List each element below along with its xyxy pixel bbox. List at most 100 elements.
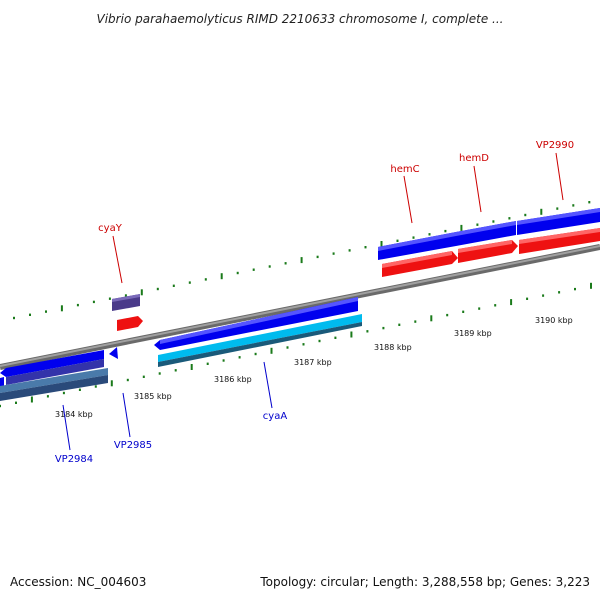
gene-label-hemC[interactable]: hemC bbox=[390, 164, 419, 175]
minor-tick bbox=[478, 307, 481, 310]
gene-hemD-reverse[interactable] bbox=[458, 240, 518, 263]
major-tick bbox=[430, 315, 433, 322]
major-tick bbox=[30, 396, 33, 403]
minor-tick bbox=[13, 316, 15, 320]
minor-tick bbox=[188, 281, 191, 284]
gene-cyaA[interactable] bbox=[158, 314, 362, 362]
major-tick bbox=[110, 380, 113, 387]
minor-tick bbox=[492, 220, 495, 223]
minor-tick bbox=[94, 385, 97, 388]
scale-tick-labels: 3184 kbp 3185 kbp 3186 kbp 3187 kbp 3188… bbox=[55, 316, 573, 419]
minor-tick bbox=[588, 201, 591, 204]
minor-tick bbox=[414, 320, 417, 323]
minor-tick bbox=[366, 330, 369, 333]
minor-tick bbox=[76, 303, 79, 307]
minor-tick bbox=[284, 262, 287, 265]
upper-dotted-track bbox=[13, 201, 591, 320]
minor-tick bbox=[222, 359, 225, 362]
minor-tick bbox=[542, 294, 545, 297]
gene-cyaY-purple-top bbox=[112, 294, 140, 302]
minor-tick bbox=[558, 291, 561, 294]
minor-tick bbox=[236, 271, 239, 275]
minor-tick bbox=[556, 207, 559, 210]
minor-tick bbox=[398, 323, 401, 326]
major-tick bbox=[140, 289, 143, 296]
major-tick bbox=[460, 224, 463, 231]
minor-tick bbox=[0, 404, 1, 408]
chromosome-backbone bbox=[0, 244, 600, 370]
gene-hemD-reverse-shine bbox=[458, 240, 512, 253]
minor-tick bbox=[126, 378, 129, 382]
minor-tick bbox=[396, 239, 399, 242]
minor-tick bbox=[334, 336, 337, 339]
gene-hemC-reverse-shine bbox=[382, 251, 452, 268]
gene-cyaA-shadow bbox=[158, 322, 362, 367]
minor-tick bbox=[446, 313, 449, 317]
gene-label-leaders bbox=[62, 152, 564, 451]
minor-tick bbox=[268, 265, 271, 268]
gene-VP2985-small[interactable] bbox=[109, 347, 118, 359]
gene-VP2984-steel[interactable] bbox=[0, 368, 108, 393]
minor-tick bbox=[46, 395, 49, 398]
major-tick bbox=[590, 282, 592, 289]
genome-summary-text: Topology: circular; Length: 3,288,558 bp… bbox=[259, 575, 590, 589]
gene-VP2990-forward-shine bbox=[517, 208, 600, 225]
minor-tick bbox=[508, 217, 511, 220]
minor-tick bbox=[316, 255, 319, 259]
minor-tick bbox=[174, 369, 177, 372]
minor-tick bbox=[238, 356, 241, 359]
tick-label-3189: 3189 kbp bbox=[454, 329, 492, 338]
major-tick bbox=[540, 208, 543, 215]
major-tick bbox=[300, 257, 303, 264]
gene-label-cyaA[interactable]: cyaA bbox=[263, 411, 288, 422]
gene-label-VP2985[interactable]: VP2985 bbox=[114, 440, 152, 451]
minor-tick bbox=[382, 326, 385, 330]
minor-tick bbox=[572, 204, 575, 207]
tick-label-3190: 3190 kbp bbox=[535, 316, 573, 325]
minor-tick bbox=[364, 246, 367, 249]
gene-label-VP2990[interactable]: VP2990 bbox=[536, 140, 574, 151]
gene-hemC-reverse[interactable] bbox=[382, 251, 458, 277]
major-tick bbox=[510, 299, 513, 306]
gene-label-hemD[interactable]: hemD bbox=[459, 153, 489, 164]
minor-tick bbox=[524, 213, 527, 217]
gene-VP2990-reverse-shine bbox=[519, 228, 600, 244]
minor-tick bbox=[15, 401, 17, 404]
page-title: Vibrio parahaemolyticus RIMD 2210633 chr… bbox=[97, 12, 504, 26]
minor-tick bbox=[286, 346, 289, 349]
major-tick bbox=[220, 273, 223, 280]
gene-left-edge-forward[interactable] bbox=[0, 377, 4, 387]
minor-tick bbox=[444, 229, 447, 233]
minor-tick bbox=[462, 310, 465, 313]
minor-tick bbox=[172, 284, 175, 287]
minor-tick bbox=[302, 343, 305, 346]
tick-label-3184: 3184 kbp bbox=[55, 410, 93, 419]
gene-hemD-forward-shine bbox=[456, 221, 516, 236]
minor-tick bbox=[332, 252, 335, 255]
gene-label-cyaY[interactable]: cyaY bbox=[98, 223, 123, 234]
gene-VP2984-forward[interactable] bbox=[0, 350, 104, 377]
major-tick bbox=[380, 241, 383, 247]
minor-tick bbox=[156, 287, 159, 291]
minor-tick bbox=[62, 391, 65, 395]
lower-dotted-track bbox=[0, 282, 592, 408]
minor-tick bbox=[92, 300, 95, 304]
major-tick bbox=[350, 331, 353, 338]
minor-tick bbox=[204, 278, 207, 281]
gene-forward-middle-shine bbox=[160, 297, 358, 344]
minor-tick bbox=[29, 313, 31, 316]
gene-features bbox=[0, 208, 600, 401]
minor-tick bbox=[318, 339, 321, 343]
minor-tick bbox=[412, 236, 415, 239]
gene-label-VP2984[interactable]: VP2984 bbox=[55, 454, 93, 465]
minor-tick bbox=[526, 297, 529, 300]
minor-tick bbox=[142, 375, 145, 378]
minor-tick bbox=[428, 233, 431, 236]
minor-tick bbox=[476, 223, 479, 226]
major-tick bbox=[190, 364, 193, 370]
minor-tick bbox=[108, 297, 111, 300]
minor-tick bbox=[494, 304, 497, 307]
gene-cyaY-red[interactable] bbox=[117, 316, 143, 331]
minor-tick bbox=[78, 388, 81, 391]
